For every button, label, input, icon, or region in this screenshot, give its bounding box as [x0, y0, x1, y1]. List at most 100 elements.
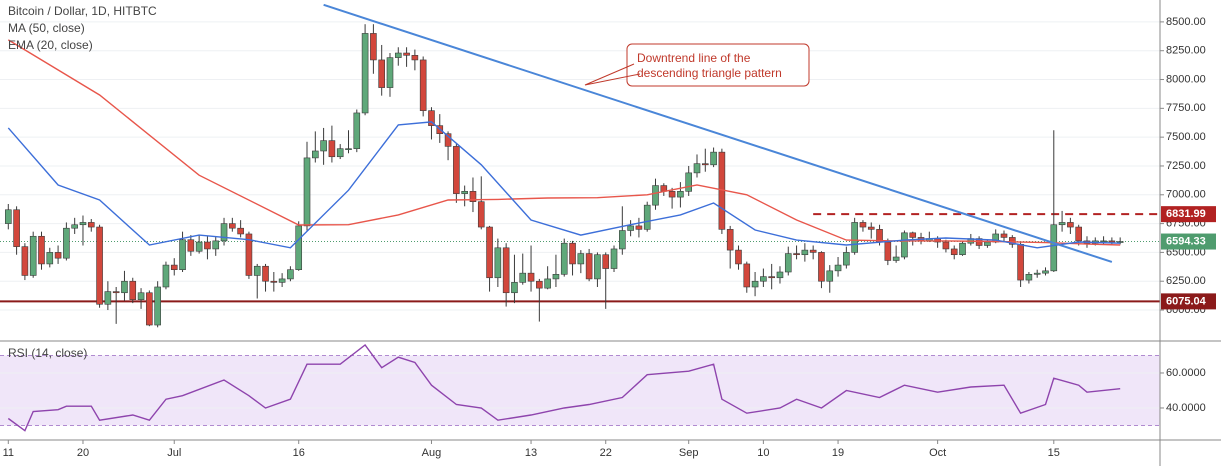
- candle-body: [195, 241, 203, 252]
- chart-title: Bitcoin / Dollar, 1D, HITBTC: [8, 4, 157, 18]
- candle-body: [63, 227, 70, 259]
- candle-body: [685, 172, 692, 192]
- x-tick-label: 13: [525, 447, 537, 459]
- candle-body: [768, 276, 775, 279]
- x-tick-label: 20: [77, 447, 89, 459]
- candle-body: [834, 264, 842, 272]
- candle-body: [370, 33, 377, 61]
- candle-body: [403, 52, 410, 56]
- candle-body: [536, 280, 543, 289]
- candle-body: [453, 146, 460, 194]
- candle-body: [950, 248, 958, 256]
- candle-body: [137, 292, 145, 300]
- candle-body: [610, 248, 618, 269]
- candle-body: [79, 222, 87, 226]
- candle-body: [287, 269, 294, 280]
- moving-average-line: [7, 121, 1121, 249]
- candle-body: [278, 278, 286, 283]
- annotation-text: Downtrend line of the: [637, 51, 751, 65]
- candle-body: [477, 201, 485, 228]
- candle-body: [336, 148, 344, 158]
- x-tick-label: 16: [293, 447, 305, 459]
- candle-body: [461, 191, 468, 194]
- candle-body: [419, 59, 427, 111]
- candle-body: [121, 280, 128, 294]
- price-label: 6594.33: [1166, 235, 1206, 247]
- marks: [0, 3, 1160, 432]
- candle-body: [1058, 222, 1066, 226]
- y-tick-label: 7500.00: [1166, 131, 1206, 143]
- candle-body: [710, 151, 717, 166]
- x-tick-label: Sep: [679, 447, 699, 459]
- candle-body: [345, 148, 352, 150]
- candle-body: [577, 253, 585, 265]
- candle-body: [21, 246, 29, 276]
- x-tick-label: Oct: [929, 447, 946, 459]
- candle-body: [253, 265, 261, 276]
- candle-body: [96, 226, 103, 305]
- price-label-box: [1161, 233, 1216, 250]
- candle-body: [154, 286, 161, 326]
- candle-body: [229, 223, 236, 229]
- candle-body: [146, 292, 153, 326]
- candle-body: [643, 204, 651, 230]
- candle-body: [801, 249, 809, 256]
- candle-body: [585, 253, 593, 280]
- candle-body: [892, 256, 900, 261]
- candle-body: [386, 57, 394, 88]
- candle-body: [859, 222, 867, 228]
- y-tick-label: 7000.00: [1166, 189, 1206, 201]
- candle-body: [635, 225, 643, 230]
- legend-entry: MA (50, close): [8, 21, 85, 35]
- y-tick-label: 7750.00: [1166, 102, 1206, 114]
- candle-body: [204, 241, 211, 250]
- candle-body: [46, 252, 54, 265]
- grid: [0, 21, 1164, 444]
- price-label-box: [1161, 206, 1216, 223]
- candle-body: [527, 272, 535, 282]
- candle-body: [170, 264, 178, 270]
- x-tick-label: 15: [1048, 447, 1060, 459]
- candle-body: [320, 140, 327, 152]
- candle-body: [87, 222, 95, 228]
- candle-body: [826, 270, 834, 282]
- legend-entry: EMA (20, close): [8, 38, 93, 52]
- rsi-line: [7, 344, 1121, 432]
- candle-body: [54, 252, 62, 259]
- candle-body: [1009, 237, 1016, 245]
- y-tick-label: 7250.00: [1166, 160, 1206, 172]
- candle-body: [494, 247, 502, 279]
- candle-body: [295, 225, 303, 270]
- candle-body: [726, 229, 734, 251]
- annotation-text: descending triangle pattern: [637, 66, 782, 80]
- y-tick-label: 60.0000: [1166, 367, 1206, 379]
- candle-body: [677, 191, 684, 198]
- candle-body: [959, 242, 966, 256]
- candle-body: [751, 280, 759, 288]
- y-tick-label: 6250.00: [1166, 275, 1206, 287]
- candle-body: [1025, 274, 1033, 281]
- candle-body: [71, 224, 78, 229]
- candle-body: [569, 242, 576, 265]
- candle-body: [809, 249, 817, 253]
- trendline: [323, 3, 1113, 263]
- candle-body: [784, 253, 792, 273]
- candle-body: [38, 235, 45, 265]
- candle-body: [469, 191, 477, 202]
- candle-body: [245, 233, 253, 276]
- candle-body: [312, 150, 319, 159]
- candle-body: [104, 291, 112, 305]
- moving-average-line: [7, 39, 1121, 246]
- candle-body: [262, 265, 269, 282]
- candle-body: [942, 241, 950, 250]
- candle-body: [511, 282, 518, 294]
- candle-body: [486, 226, 493, 279]
- candle-body: [701, 163, 709, 166]
- candle-body: [668, 191, 676, 198]
- candle-body: [237, 227, 244, 235]
- candle-body: [1050, 224, 1058, 272]
- candle-body: [129, 280, 137, 300]
- candle-body: [394, 52, 402, 58]
- candle-body: [867, 226, 875, 230]
- candle-body: [793, 253, 800, 256]
